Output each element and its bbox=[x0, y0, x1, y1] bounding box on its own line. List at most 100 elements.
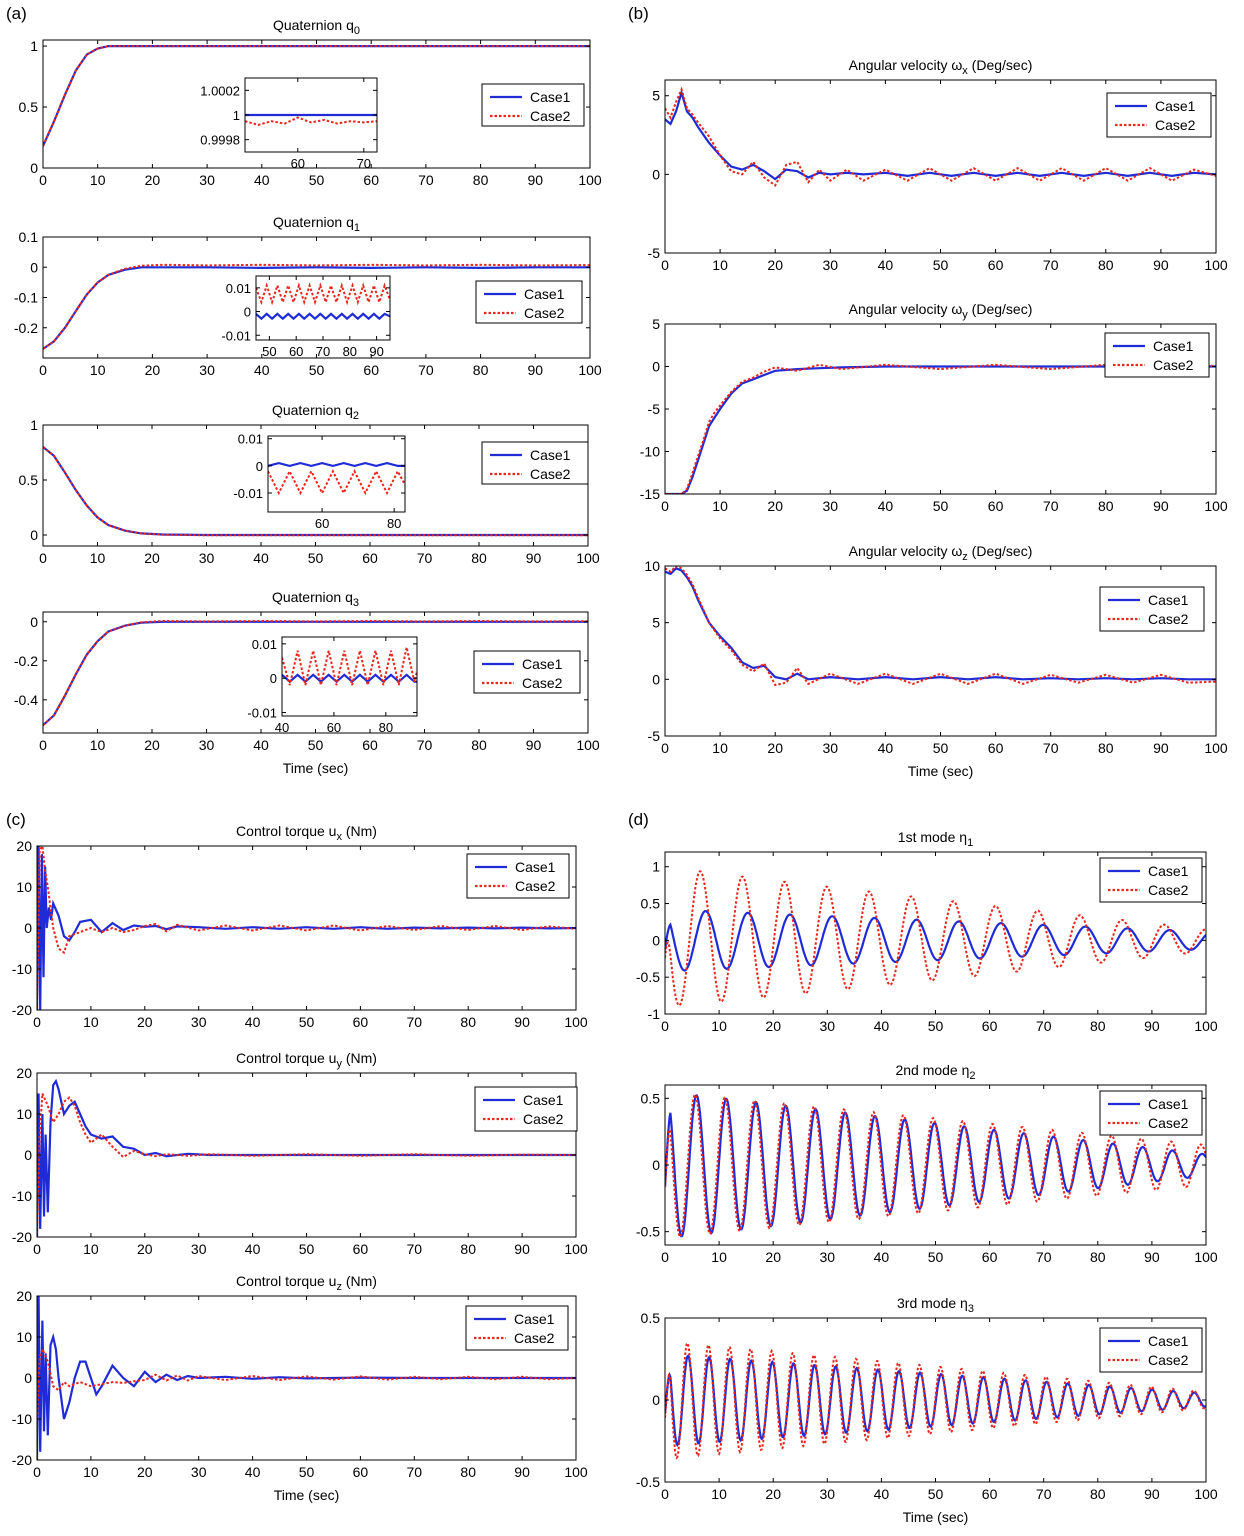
panel-label-b: (b) bbox=[628, 4, 649, 23]
y-tick-label: -5 bbox=[648, 728, 661, 744]
x-tick-label: 70 bbox=[418, 172, 434, 188]
y-tick-label: 1.0002 bbox=[200, 83, 240, 98]
y-tick-label: 0 bbox=[256, 459, 263, 474]
chart-title: Quaternion q0 bbox=[273, 17, 360, 37]
chart-9: 0 10 20 30 40 50 60 70 80 90 100 -20 -10 0 10 20 Control… bbox=[12, 1273, 588, 1503]
x-tick-label: 90 bbox=[1153, 257, 1169, 273]
legend-label-case2: Case2 bbox=[524, 305, 565, 321]
x-tick-label: 30 bbox=[823, 740, 839, 756]
legend-box bbox=[466, 853, 570, 899]
x-tick-label: 100 bbox=[564, 1464, 588, 1480]
series-line-case1 bbox=[665, 88, 1216, 181]
chart-7: 0 10 20 30 40 50 60 70 80 90 100 -20 -10 0 10 20 Control… bbox=[12, 823, 588, 1030]
panel-label-d: (d) bbox=[628, 810, 649, 829]
x-tick-label: 40 bbox=[253, 737, 269, 753]
x-tick-label: 50 bbox=[309, 362, 325, 378]
y-tick-label: -10 bbox=[12, 1188, 32, 1204]
x-tick-label: 10 bbox=[90, 172, 106, 188]
legend-label-case2: Case2 bbox=[1155, 117, 1196, 133]
x-tick-label: 40 bbox=[874, 1018, 890, 1034]
inset-1: 50 60 70 80 90 -0.01 0 0.01 bbox=[221, 275, 391, 359]
y-tick-label: -1 bbox=[648, 1006, 661, 1022]
x-tick-label: 100 bbox=[564, 1241, 588, 1257]
y-tick-label: 0 bbox=[270, 671, 277, 686]
x-tick-label: 50 bbox=[933, 498, 949, 514]
y-tick-label: 5 bbox=[652, 615, 660, 631]
x-axis-label: Time (sec) bbox=[908, 763, 974, 779]
series-line-case1 bbox=[37, 846, 576, 1010]
y-tick-label: -0.1 bbox=[14, 290, 38, 306]
y-tick-label: 10 bbox=[16, 1106, 32, 1122]
x-tick-label: 70 bbox=[418, 362, 434, 378]
y-tick-label: 0 bbox=[30, 614, 38, 630]
x-tick-label: 90 bbox=[369, 344, 383, 359]
x-tick-label: 50 bbox=[933, 257, 949, 273]
x-tick-label: 30 bbox=[191, 1464, 207, 1480]
y-tick-label: 5 bbox=[652, 88, 660, 104]
y-tick-label: 0.01 bbox=[238, 432, 263, 447]
x-tick-label: 30 bbox=[199, 362, 215, 378]
chart-5: 0 10 20 30 40 50 60 70 80 90 100 -15 -10 -5 0 5 Angular … bbox=[640, 301, 1228, 514]
x-tick-label: 70 bbox=[1043, 257, 1059, 273]
x-tick-label: 90 bbox=[528, 362, 544, 378]
x-tick-label: 0 bbox=[33, 1241, 41, 1257]
chart-10: 0 10 20 30 40 50 60 70 80 90 100 -1 -0.5 0 0.5 1 1st mod… bbox=[636, 829, 1218, 1034]
x-tick-label: 10 bbox=[712, 740, 728, 756]
y-tick-label: 1 bbox=[233, 108, 240, 123]
y-tick-label: 0.5 bbox=[19, 472, 39, 488]
series-line-case2 bbox=[665, 870, 1206, 1007]
series-line-case2 bbox=[282, 647, 417, 686]
x-tick-label: 60 bbox=[353, 1241, 369, 1257]
x-tick-label: 20 bbox=[767, 257, 783, 273]
y-tick-label: -0.2 bbox=[14, 320, 38, 336]
legend-label-case2: Case2 bbox=[523, 1111, 564, 1127]
x-tick-label: 40 bbox=[878, 498, 894, 514]
x-tick-label: 0 bbox=[39, 362, 47, 378]
y-tick-label: -0.5 bbox=[636, 1474, 660, 1490]
x-tick-label: 40 bbox=[275, 720, 289, 735]
y-tick-label: -20 bbox=[12, 1002, 32, 1018]
x-tick-label: 90 bbox=[514, 1014, 530, 1030]
series-line-case2 bbox=[245, 116, 377, 126]
x-tick-label: 90 bbox=[1144, 1018, 1160, 1034]
x-tick-label: 20 bbox=[145, 362, 161, 378]
series-line-case2 bbox=[43, 619, 588, 726]
y-tick-label: -0.5 bbox=[636, 1224, 660, 1240]
x-tick-label: 20 bbox=[144, 737, 160, 753]
y-tick-label: 5 bbox=[652, 316, 660, 332]
series-group bbox=[37, 846, 576, 1010]
x-tick-label: 50 bbox=[928, 1018, 944, 1034]
x-tick-label: 30 bbox=[199, 172, 215, 188]
y-tick-label: -0.5 bbox=[636, 969, 660, 985]
y-tick-label: 0.5 bbox=[641, 1090, 661, 1106]
legend-label-case1: Case1 bbox=[515, 859, 556, 875]
y-tick-label: 0 bbox=[30, 160, 38, 176]
x-tick-label: 60 bbox=[362, 550, 378, 566]
x-tick-label: 70 bbox=[1043, 498, 1059, 514]
x-tick-label: 50 bbox=[928, 1249, 944, 1265]
y-tick-label: 1 bbox=[30, 38, 38, 54]
x-tick-label: 90 bbox=[1144, 1249, 1160, 1265]
legend-label-case1: Case1 bbox=[530, 89, 571, 105]
y-tick-label: 0 bbox=[652, 932, 660, 948]
x-tick-label: 60 bbox=[982, 1486, 998, 1502]
x-tick-label: 70 bbox=[1036, 1249, 1052, 1265]
legend-box bbox=[473, 650, 581, 694]
series-line-case2 bbox=[256, 282, 390, 306]
x-axis-label: Time (sec) bbox=[274, 1487, 340, 1503]
x-tick-label: 30 bbox=[820, 1018, 836, 1034]
chart-title: Control torque ux (Nm) bbox=[236, 823, 377, 843]
x-tick-label: 20 bbox=[137, 1241, 153, 1257]
legend-label-case1: Case1 bbox=[1148, 592, 1189, 608]
x-tick-label: 40 bbox=[245, 1014, 261, 1030]
legend-box bbox=[465, 1305, 569, 1351]
series-line-case1 bbox=[37, 1078, 576, 1237]
panel-label-a: (a) bbox=[6, 4, 27, 23]
x-tick-label: 50 bbox=[928, 1486, 944, 1502]
y-tick-label: -10 bbox=[640, 444, 660, 460]
x-tick-label: 90 bbox=[514, 1241, 530, 1257]
x-tick-label: 0 bbox=[33, 1014, 41, 1030]
x-tick-label: 10 bbox=[712, 257, 728, 273]
series-line-case2 bbox=[665, 1092, 1206, 1238]
x-tick-label: 10 bbox=[83, 1464, 99, 1480]
